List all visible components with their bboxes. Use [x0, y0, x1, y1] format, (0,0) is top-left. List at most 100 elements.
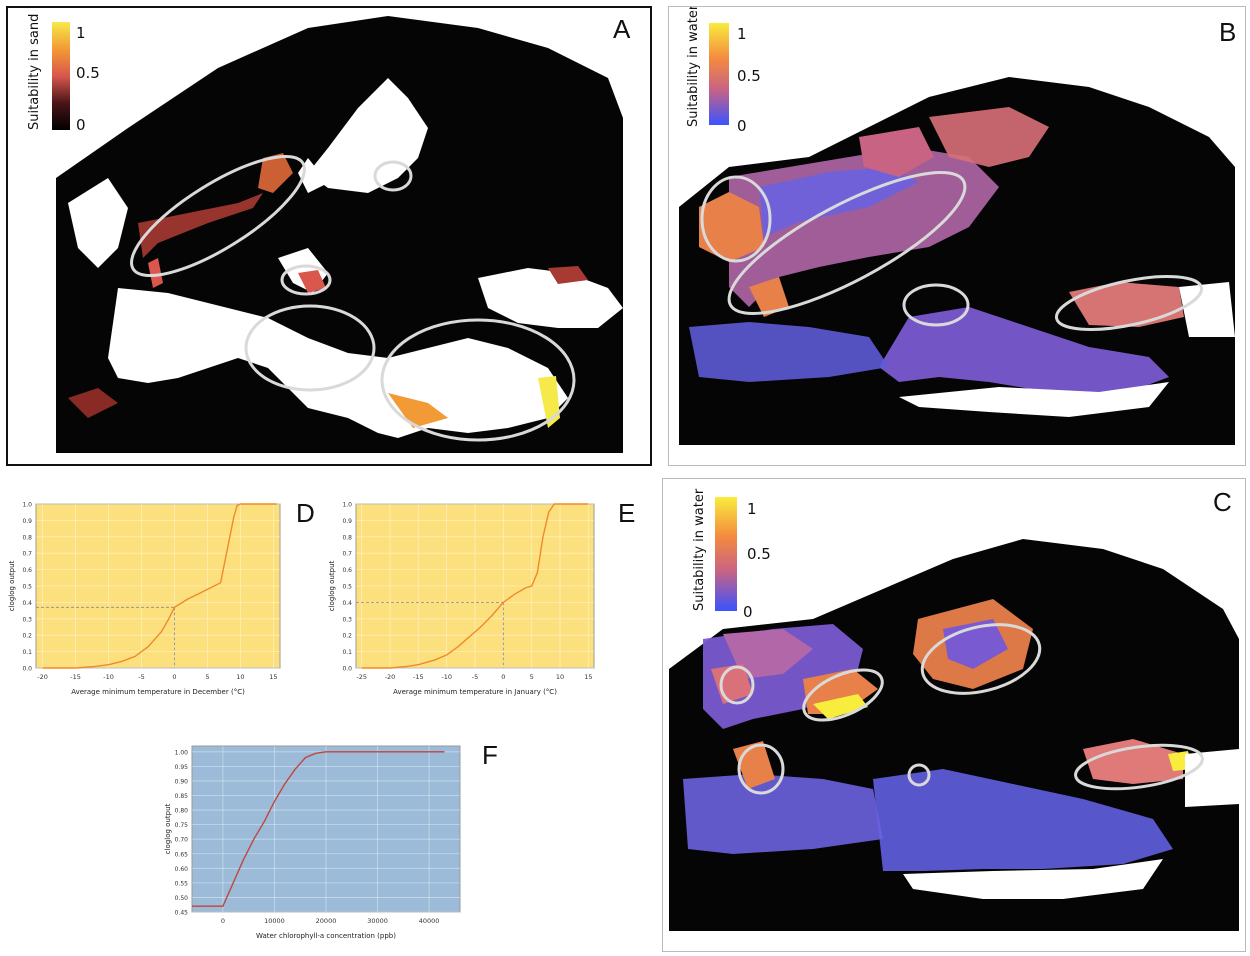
chart-e-ytick-label: 0.2: [342, 633, 352, 640]
chart-d-label: D: [296, 498, 315, 528]
chart-e-ytick-label: 0.1: [342, 649, 352, 656]
chart-e-xtick-label: 15: [584, 673, 592, 681]
chart-e-xtick-label: 5: [530, 673, 534, 681]
chart-d-ytick-label: 0.3: [22, 616, 32, 623]
chart-d-ytick-label: 0.2: [22, 633, 32, 640]
chart-f-ytick-label: 0.50: [175, 895, 189, 902]
chart-d-ytick-label: 1.0: [22, 502, 32, 509]
map-b-water-suitability: [689, 107, 1184, 392]
chart-e-ytick-label: 0.8: [342, 534, 352, 541]
map-b-legend-title: Suitability in water: [686, 7, 701, 127]
chart-d-ytick-label: 0.1: [22, 649, 32, 656]
chart-f-ytick-label: 0.70: [175, 837, 189, 844]
chart-f-xtick-label: 30000: [367, 917, 388, 925]
chart-d-ytick-label: 0.8: [22, 534, 32, 541]
chart-f-ytick-label: 0.85: [175, 793, 189, 800]
chart-e-ylabel: cloglog output: [328, 560, 336, 611]
map-a-legend: Suitability in sand 1 0.5 0: [27, 14, 100, 134]
map-a-label: A: [613, 14, 631, 44]
chart-f-plot-area: [191, 745, 461, 913]
map-a-legend-tick-0: 0: [76, 116, 86, 134]
chart-f-label: F: [482, 740, 498, 770]
chart-d-plot-area: [35, 503, 281, 669]
chart-f-ytick-label: 0.75: [175, 822, 189, 829]
chart-e-xtick-label: -15: [413, 673, 424, 681]
chart-e-ytick-label: 0.7: [342, 551, 352, 558]
chart-f-ytick-label: 0.95: [175, 764, 189, 771]
chart-d-ytick-label: 0.6: [22, 567, 32, 574]
chart-d-xtick-label: -15: [70, 673, 81, 681]
chart-e-ytick-label: 0.0: [342, 666, 352, 673]
map-a-svg: Suitability in sand 1 0.5 0: [27, 14, 623, 453]
chart-d-ytick-label: 0.9: [22, 518, 32, 525]
chart-d-xtick-label: -20: [37, 673, 48, 681]
chart-f-ytick-label: 0.80: [175, 808, 189, 815]
chart-f-xlabel: Water chlorophyll-a concentration (ppb): [256, 932, 396, 940]
map-b-svg: Suitability in water 1 0.5 0: [679, 7, 1235, 445]
map-c-highlight-ellipses: [719, 623, 1204, 795]
chart-e-xtick-label: 0: [501, 673, 505, 681]
map-a-legend-tick-1: 1: [76, 24, 86, 42]
chart-d-xtick-label: 15: [269, 673, 277, 681]
chart-e-xtick-label: -20: [385, 673, 396, 681]
map-c-label: C: [1213, 487, 1232, 517]
chart-d-ytick-label: 0.4: [22, 600, 32, 607]
chart-f-xtick-label: 10000: [264, 917, 285, 925]
map-a-highlight-ellipses: [130, 154, 576, 442]
map-c-legend-tick-1: 1: [747, 500, 757, 518]
chart-e-ytick-label: 0.3: [342, 616, 352, 623]
chart-f-ytick-label: 0.65: [175, 851, 189, 858]
chart-e: -25 -20 -15 -10 -5 0 5 10 15 0.0 0.1 0.2 0.3 0.4 0.5 0.…: [328, 502, 595, 696]
map-b-legend-tick-05: 0.5: [737, 67, 761, 85]
chart-e-ytick-label: 1.0: [342, 502, 352, 509]
map-b-highlight-ellipses: [700, 171, 1204, 331]
chart-f-xtick-label: 0: [221, 917, 225, 925]
chart-d-xtick-label: -5: [138, 673, 144, 681]
chart-d-ylabel: cloglog output: [8, 560, 16, 611]
map-c-legend-title: Suitability in water: [692, 488, 707, 611]
chart-e-ytick-label: 0.9: [342, 518, 352, 525]
chart-d-xtick-label: 0: [172, 673, 176, 681]
map-b-legend: Suitability in water 1 0.5 0: [686, 7, 761, 135]
chart-f-ytick-label: 0.55: [175, 880, 189, 887]
map-b-label: B: [1219, 17, 1237, 47]
chart-e-xtick-label: -5: [472, 673, 478, 681]
chart-f-ytick-label: 0.90: [175, 778, 189, 785]
chart-d-xtick-label: 5: [205, 673, 209, 681]
chart-e-ytick-label: 0.6: [342, 567, 352, 574]
map-panel-a: Suitability in sand 1 0.5 0 A: [6, 6, 652, 466]
chart-f-xtick-label: 40000: [419, 917, 440, 925]
map-b-seas: [899, 282, 1235, 417]
map-c-legend-tick-05: 0.5: [747, 545, 771, 563]
map-a-suitability: [68, 153, 588, 428]
chart-d-xtick-label: 10: [236, 673, 244, 681]
chart-d-xtick-label: -10: [103, 673, 114, 681]
chart-e-xlabel: Average minimum temperature in January (…: [393, 688, 557, 696]
chart-e-xtick-label: 10: [556, 673, 564, 681]
map-c-legend-tick-0: 0: [743, 603, 753, 621]
chart-f-ytick-label: 0.60: [175, 866, 189, 873]
map-panel-c: Suitability in water 1 0.5 0 C: [662, 478, 1246, 952]
chart-f: 0 10000 20000 30000 40000 0.45 0.50 0.55 0.60 0.6…: [164, 745, 461, 940]
chart-d-response-curve: [42, 503, 277, 669]
chart-e-ytick-label: 0.4: [342, 600, 352, 607]
map-c-legend: Suitability in water 1 0.5 0: [692, 488, 771, 621]
chart-d-ytick-label: 0.5: [22, 584, 32, 591]
map-a-legend-tick-05: 0.5: [76, 64, 100, 82]
chart-f-ylabel: cloglog output: [164, 803, 172, 854]
map-b-legend-tick-1: 1: [737, 25, 747, 43]
chart-f-xtick-label: 20000: [316, 917, 337, 925]
chart-d-xlabel: Average minimum temperature in December …: [71, 688, 245, 696]
chart-d-ytick-label: 0.7: [22, 551, 32, 558]
chart-e-label: E: [618, 498, 636, 528]
map-a-seas: [68, 78, 623, 438]
map-panel-b: Suitability in water 1 0.5 0 B: [668, 6, 1246, 466]
chart-e-ytick-label: 0.5: [342, 584, 352, 591]
chart-e-plot-area: [355, 503, 595, 669]
map-b-legend-tick-0: 0: [737, 117, 747, 135]
map-c-svg: Suitability in water 1 0.5 0: [669, 488, 1239, 931]
chart-d-ytick-label: 0.0: [22, 666, 32, 673]
chart-e-xtick-label: -25: [356, 673, 367, 681]
chart-f-response-curve: [192, 751, 445, 907]
chart-e-response-curve: [361, 503, 589, 669]
